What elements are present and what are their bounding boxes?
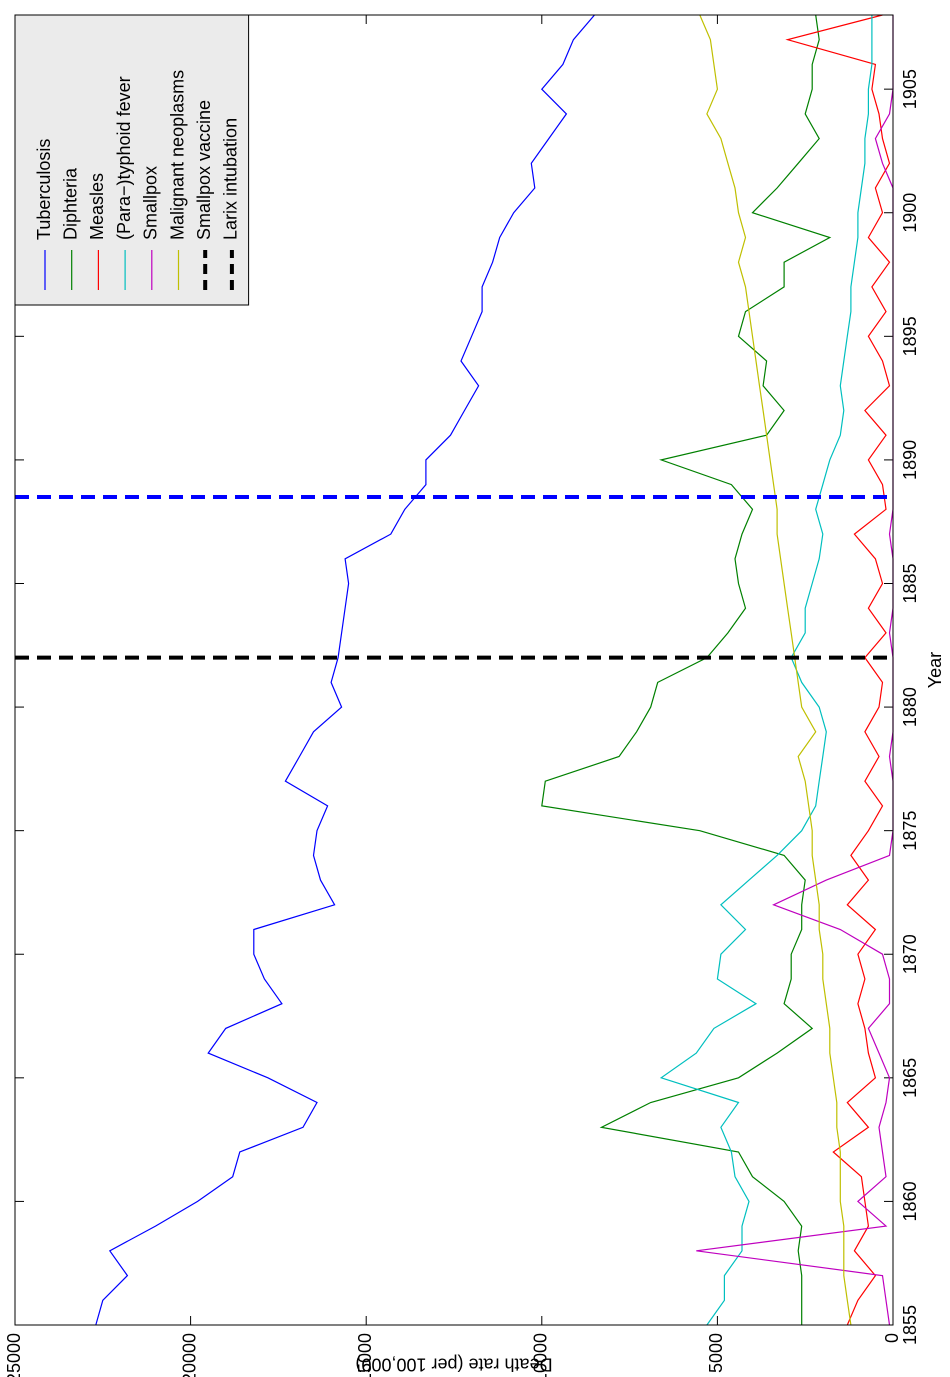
x-axis-title: Year bbox=[925, 652, 945, 688]
legend-box bbox=[14, 14, 250, 306]
frame bbox=[14, 14, 894, 1326]
legend-label: (Para−)typhoid fever bbox=[114, 76, 134, 240]
legend-label: Smallpox bbox=[141, 166, 161, 240]
x-tick-label: 1855 bbox=[900, 1305, 920, 1345]
legend-label: Diphteria bbox=[60, 167, 80, 240]
legend-label: Measles bbox=[87, 173, 107, 240]
x-tick-label: 1905 bbox=[900, 69, 920, 109]
series-line bbox=[785, 14, 891, 1326]
y-tick-label: 20000 bbox=[179, 1333, 199, 1377]
y-tick-label: 0 bbox=[882, 1333, 902, 1343]
x-tick-label: 1885 bbox=[900, 563, 920, 603]
y-axis-title: Death rate (per 100,000) bbox=[355, 1354, 552, 1374]
y-tick-label: 5000 bbox=[706, 1333, 726, 1373]
x-tick-label: 1895 bbox=[900, 316, 920, 356]
y-tick-label: 10000 bbox=[531, 1333, 551, 1377]
x-tick-label: 1860 bbox=[900, 1181, 920, 1221]
legend-label: Tuberculosis bbox=[34, 139, 54, 240]
legend-label: Malignant neoplasms bbox=[167, 70, 187, 240]
rotated-chart: Year Death rate (per 100,000) 1855 1860 18… bbox=[4, 14, 945, 1377]
x-tick-label: 1875 bbox=[900, 811, 920, 851]
series-line bbox=[541, 14, 832, 1325]
legend-label: Smallpox vaccine bbox=[194, 100, 214, 240]
series-line bbox=[95, 14, 595, 1326]
x-tick-label: 1890 bbox=[900, 440, 920, 480]
x-tick-label: 1870 bbox=[900, 934, 920, 974]
x-tick-label: 1865 bbox=[900, 1058, 920, 1098]
plot-area bbox=[15, 15, 893, 1325]
series-line bbox=[699, 14, 852, 1326]
y-tick-label: 25000 bbox=[4, 1333, 24, 1377]
x-tick-label: 1900 bbox=[900, 193, 920, 233]
x-tick-label: 1880 bbox=[900, 687, 920, 727]
legend-label: Larix intubation bbox=[221, 118, 241, 240]
y-tick-label: 15000 bbox=[355, 1333, 375, 1377]
